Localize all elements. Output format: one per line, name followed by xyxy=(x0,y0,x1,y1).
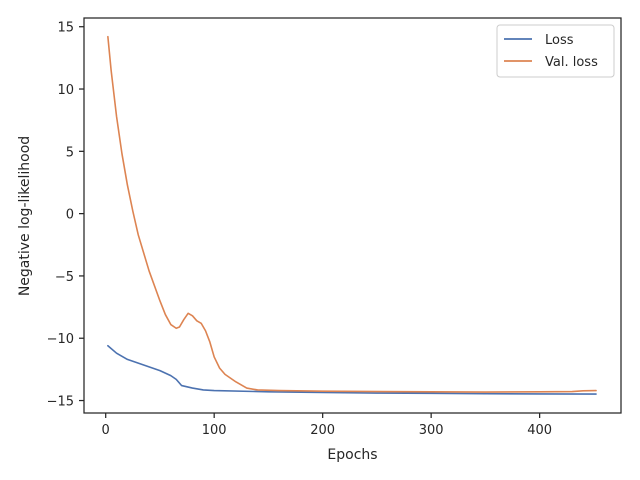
legend: Loss Val. loss xyxy=(496,24,615,78)
y-tick-label: 10 xyxy=(57,83,74,98)
series-line-val-loss xyxy=(107,35,597,393)
y-tick-label: −5 xyxy=(55,270,74,285)
x-tick-label: 300 xyxy=(419,423,444,438)
axes-layer: 0 100 200 300 400 −15 −10 −5 0 5 10 15 xyxy=(47,21,552,438)
y-tick-label: −10 xyxy=(47,332,74,347)
plot-area-background xyxy=(84,18,621,413)
y-tick-label: −15 xyxy=(47,395,74,410)
series-line-loss xyxy=(107,344,597,395)
x-axis-label: Epochs xyxy=(327,447,377,463)
series-layer xyxy=(107,35,597,395)
y-tick-label: 0 xyxy=(66,208,74,223)
y-axis-label: Negative log-likelihood xyxy=(17,136,33,296)
y-tick-label: 15 xyxy=(57,21,74,36)
x-tick-label: 0 xyxy=(102,423,110,438)
x-tick-label: 400 xyxy=(527,423,552,438)
legend-box xyxy=(496,24,615,78)
legend-label-val-loss: Val. loss xyxy=(545,55,598,70)
x-tick-label: 200 xyxy=(310,423,335,438)
plot-frame xyxy=(83,17,622,414)
y-tick-label: 5 xyxy=(66,145,74,160)
x-tick-label: 100 xyxy=(202,423,227,438)
legend-label-loss: Loss xyxy=(545,33,574,48)
